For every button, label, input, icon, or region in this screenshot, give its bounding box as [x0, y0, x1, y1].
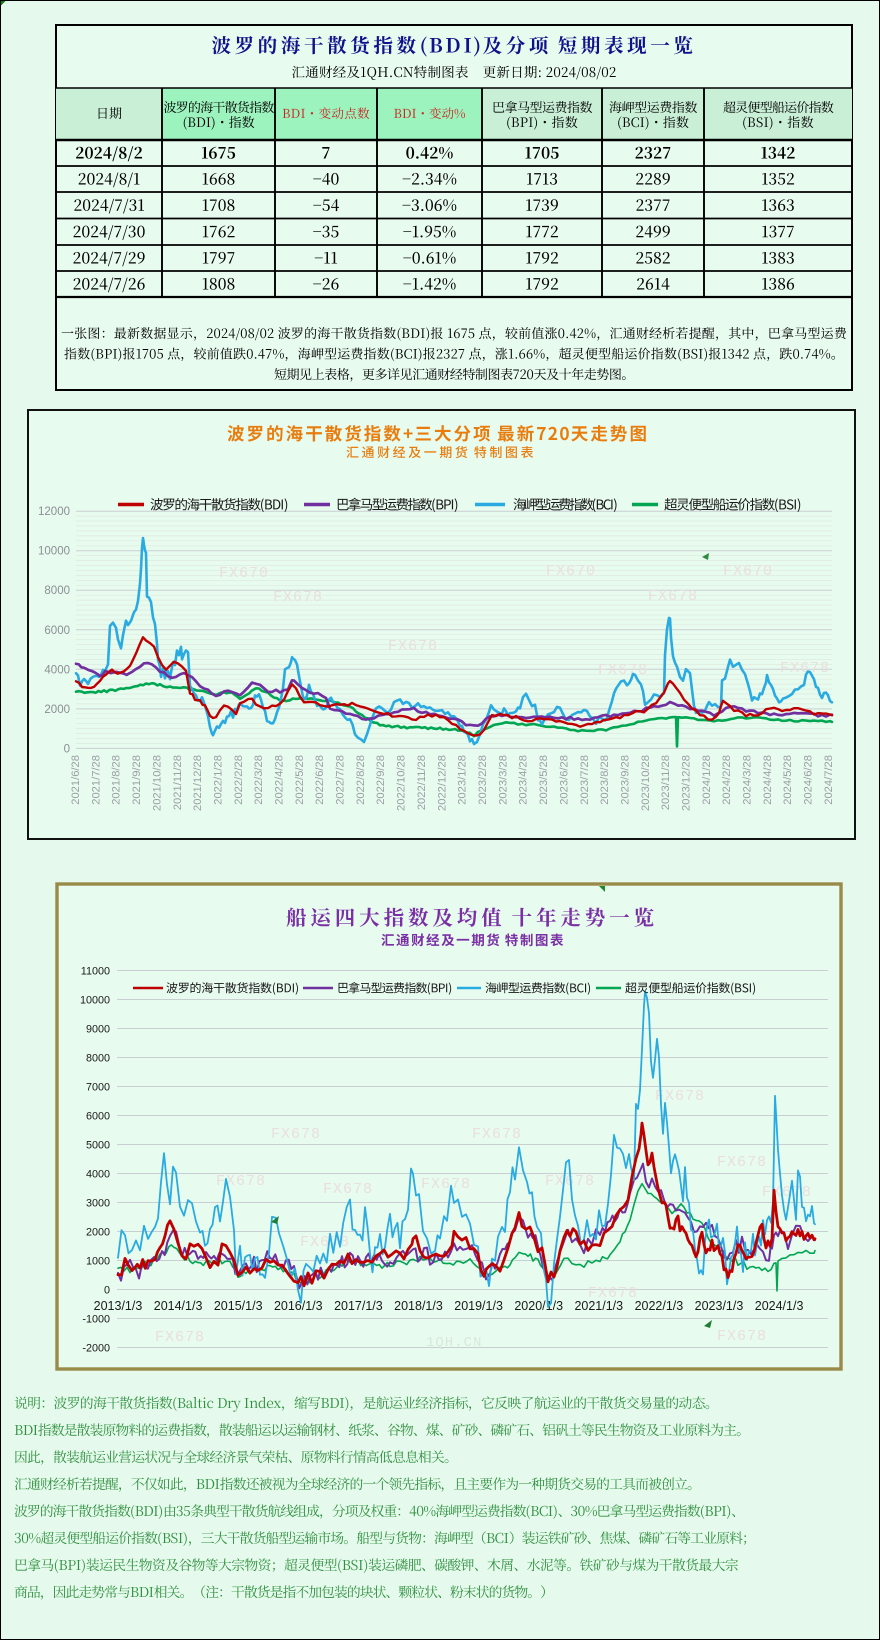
svg-text:2020/1/3: 2020/1/3	[514, 1299, 563, 1313]
svg-text:2023/1/3: 2023/1/3	[695, 1299, 744, 1313]
svg-text:2023/11/28: 2023/11/28	[660, 755, 672, 810]
svg-text:0: 0	[64, 743, 70, 755]
svg-text:4000: 4000	[44, 664, 70, 676]
svg-text:6000: 6000	[44, 625, 70, 637]
svg-text:2022/9/28: 2022/9/28	[375, 755, 387, 805]
svg-text:FX678: FX678	[717, 1328, 767, 1345]
svg-text:FX678: FX678	[271, 1126, 321, 1143]
svg-text:FX678: FX678	[472, 1126, 522, 1143]
svg-text:FX678: FX678	[762, 1184, 812, 1201]
svg-text:4000: 4000	[86, 1169, 110, 1181]
svg-text:2018/1/3: 2018/1/3	[394, 1299, 443, 1313]
svg-text:2013/1/3: 2013/1/3	[94, 1299, 143, 1313]
svg-text:5000: 5000	[86, 1140, 110, 1152]
svg-text:2019/1/3: 2019/1/3	[454, 1299, 503, 1313]
svg-text:FX678: FX678	[598, 662, 648, 679]
svg-text:2000: 2000	[44, 704, 70, 716]
svg-text:2022/2/28: 2022/2/28	[233, 755, 245, 805]
svg-text:12000: 12000	[38, 506, 70, 518]
svg-text:2022/12/28: 2022/12/28	[436, 755, 448, 811]
svg-text:2021/1/3: 2021/1/3	[574, 1299, 623, 1313]
svg-text:FX678: FX678	[155, 1329, 205, 1346]
svg-text:2022/7/28: 2022/7/28	[335, 755, 347, 805]
svg-text:2016/1/3: 2016/1/3	[274, 1299, 323, 1313]
svg-text:2024/6/28: 2024/6/28	[803, 755, 815, 805]
svg-text:FX670: FX670	[219, 565, 269, 582]
svg-text:2024/7/28: 2024/7/28	[823, 755, 835, 805]
svg-text:2021/12/28: 2021/12/28	[192, 755, 204, 811]
svg-text:2021/9/28: 2021/9/28	[131, 755, 143, 805]
svg-text:FX678: FX678	[421, 1176, 471, 1193]
svg-text:2000: 2000	[86, 1227, 110, 1239]
svg-text:FX678: FX678	[717, 1154, 767, 1171]
svg-text:FX670: FX670	[546, 563, 596, 580]
svg-text:2014/1/3: 2014/1/3	[154, 1299, 203, 1313]
svg-text:2023/8/28: 2023/8/28	[599, 755, 611, 805]
svg-text:2022/10/28: 2022/10/28	[396, 755, 408, 811]
svg-text:2022/3/28: 2022/3/28	[253, 755, 265, 805]
svg-text:2024/5/28: 2024/5/28	[782, 755, 794, 805]
svg-text:2022/1/3: 2022/1/3	[635, 1299, 684, 1313]
svg-text:11000: 11000	[81, 966, 110, 978]
svg-text:FX678: FX678	[323, 1181, 373, 1198]
svg-text:2021/8/28: 2021/8/28	[111, 755, 123, 805]
svg-text:2023/5/28: 2023/5/28	[538, 755, 550, 805]
svg-text:2022/5/28: 2022/5/28	[294, 755, 306, 805]
svg-text:0: 0	[104, 1285, 110, 1297]
svg-text:2021/11/28: 2021/11/28	[172, 755, 184, 810]
svg-text:FX678: FX678	[648, 588, 698, 605]
svg-text:2024/4/28: 2024/4/28	[762, 755, 774, 805]
svg-text:2023/9/28: 2023/9/28	[620, 755, 632, 805]
svg-text:3000: 3000	[86, 1198, 110, 1210]
svg-text:2021/10/28: 2021/10/28	[151, 755, 163, 811]
svg-text:FX678: FX678	[300, 1234, 350, 1251]
svg-text:2021/7/28: 2021/7/28	[90, 755, 102, 805]
svg-text:2023/12/28: 2023/12/28	[681, 755, 693, 811]
svg-text:6000: 6000	[86, 1111, 110, 1123]
svg-text:10000: 10000	[38, 546, 70, 558]
svg-text:-1000: -1000	[82, 1314, 110, 1326]
svg-text:2023/2/28: 2023/2/28	[477, 755, 489, 805]
svg-text:2022/6/28: 2022/6/28	[314, 755, 326, 805]
svg-text:FX678: FX678	[545, 1173, 595, 1190]
svg-text:2023/7/28: 2023/7/28	[579, 755, 591, 805]
svg-text:1QH.CN: 1QH.CN	[426, 1335, 482, 1351]
svg-text:FX678: FX678	[273, 589, 323, 606]
svg-text:2024/2/28: 2024/2/28	[721, 755, 733, 805]
svg-text:FX678: FX678	[216, 1173, 266, 1190]
svg-text:2022/8/28: 2022/8/28	[355, 755, 367, 805]
svg-text:2024/3/28: 2024/3/28	[742, 755, 754, 805]
svg-text:2022/4/28: 2022/4/28	[274, 755, 286, 805]
svg-text:2017/1/3: 2017/1/3	[334, 1299, 383, 1313]
svg-text:7000: 7000	[86, 1082, 110, 1094]
svg-text:2023/10/28: 2023/10/28	[640, 755, 652, 811]
svg-text:2021/6/28: 2021/6/28	[70, 755, 82, 805]
svg-text:2023/4/28: 2023/4/28	[518, 755, 530, 805]
svg-text:-2000: -2000	[82, 1343, 110, 1355]
svg-text:2023/6/28: 2023/6/28	[558, 755, 570, 805]
svg-text:10000: 10000	[80, 995, 110, 1007]
svg-text:1000: 1000	[86, 1256, 110, 1268]
svg-text:FX678: FX678	[388, 638, 438, 655]
svg-text:FX678: FX678	[780, 660, 830, 677]
svg-text:2023/3/28: 2023/3/28	[497, 755, 509, 805]
svg-text:8000: 8000	[86, 1053, 110, 1065]
svg-text:2024/1/3: 2024/1/3	[755, 1299, 804, 1313]
svg-text:8000: 8000	[44, 585, 70, 597]
svg-text:2022/11/28: 2022/11/28	[416, 755, 428, 810]
svg-text:FX678: FX678	[588, 1285, 638, 1302]
svg-text:9000: 9000	[86, 1024, 110, 1036]
svg-text:FX678: FX678	[655, 1088, 705, 1105]
svg-text:FX670: FX670	[723, 563, 773, 580]
svg-text:2024/1/28: 2024/1/28	[701, 755, 713, 805]
svg-text:2015/1/3: 2015/1/3	[214, 1299, 263, 1313]
svg-text:2022/1/28: 2022/1/28	[213, 755, 225, 805]
svg-text:2023/1/28: 2023/1/28	[457, 755, 469, 805]
